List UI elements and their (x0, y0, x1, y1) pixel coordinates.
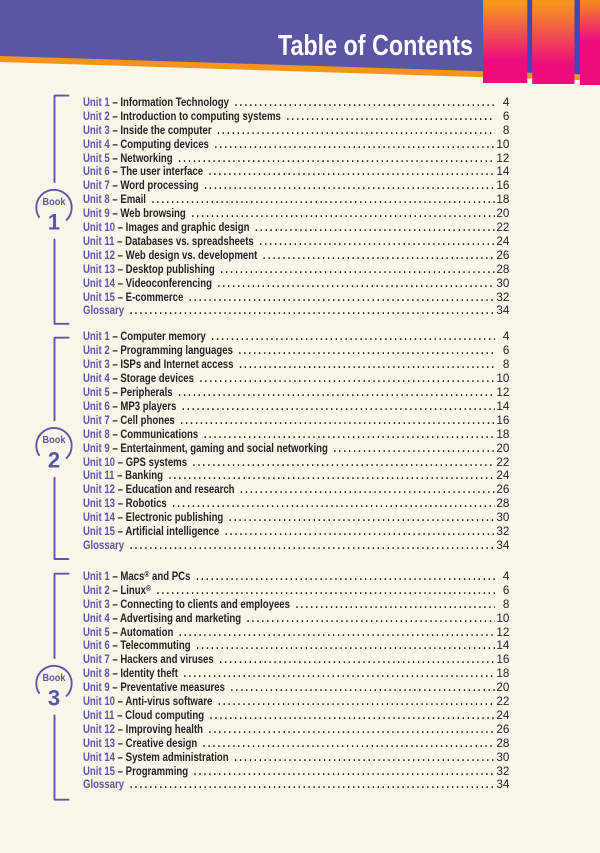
svg-text:Book: Book (43, 197, 66, 208)
svg-text:2: 2 (48, 448, 60, 473)
svg-text:3: 3 (48, 686, 60, 711)
svg-text:1: 1 (48, 210, 60, 235)
svg-text:Book: Book (43, 673, 66, 684)
svg-text:Book: Book (43, 435, 66, 446)
